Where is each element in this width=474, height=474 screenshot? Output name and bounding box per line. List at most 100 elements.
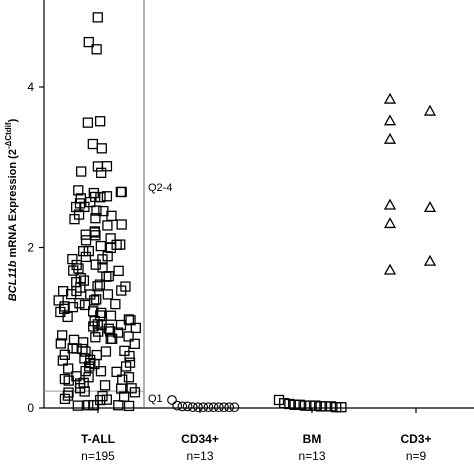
axes (39, 0, 474, 413)
data-point-square (101, 191, 113, 202)
data-point-triangle (383, 198, 397, 210)
data-point-square (95, 366, 107, 377)
data-point-square (80, 251, 92, 263)
q-upper-annotation: Q2-4 (148, 182, 172, 194)
data-point-square (116, 383, 127, 394)
data-point-square (79, 299, 91, 311)
axis-labels: 0 2 4 T-ALL n=195 CD34+ n=13 BM n=13 CD3+ n=9 Q2-4 Q… (4, 80, 432, 463)
data-point-square (90, 230, 101, 241)
data-point-square (78, 246, 89, 257)
data-point-circle (187, 402, 198, 413)
data-point-square (310, 400, 321, 411)
data-point-square (115, 239, 126, 250)
data-point-square (123, 331, 134, 342)
data-point-square (57, 355, 68, 366)
data-point-square (95, 240, 106, 252)
data-point-square (72, 400, 83, 411)
data-point-circle (208, 402, 219, 413)
data-point-square (96, 307, 107, 319)
data-points (53, 12, 437, 413)
data-point-square (97, 254, 108, 265)
data-point-circle (198, 402, 209, 413)
data-point-square (116, 219, 127, 230)
data-point-square (94, 116, 106, 127)
data-point-circle (203, 402, 214, 413)
data-point-square (56, 330, 68, 341)
x-category-label: CD34+ (181, 432, 219, 446)
data-point-square (111, 366, 122, 378)
data-point-triangle (383, 92, 397, 104)
data-point-square (80, 229, 91, 240)
data-point-square (336, 402, 347, 413)
y-axis-superscript: -ΔCtdif (4, 122, 13, 149)
y-tick-label: 4 (27, 80, 34, 94)
data-point-square (105, 233, 116, 244)
data-point-square (101, 161, 113, 172)
data-point-square (289, 399, 300, 410)
y-axis-title: BCL11b mRNA Expression (2-ΔCtdif) (4, 118, 19, 301)
data-point-square (95, 192, 106, 203)
data-point-square (83, 245, 94, 257)
data-point-square (73, 185, 84, 196)
data-point-triangle (383, 114, 397, 126)
data-point-square (92, 12, 103, 23)
data-point-square (68, 334, 80, 346)
x-category-label: T-ALL (81, 432, 115, 446)
data-point-circle (167, 395, 177, 405)
data-point-square (130, 322, 141, 334)
data-point-square (59, 349, 70, 360)
data-point-square (105, 310, 117, 321)
data-point-square (59, 393, 71, 405)
data-point-square (70, 201, 82, 213)
y-tick-label: 0 (27, 401, 34, 415)
y-axis-unit-text: mRNA Expression (2 (7, 149, 19, 257)
data-point-square (67, 301, 79, 313)
data-point-square (116, 285, 127, 296)
data-point-square (91, 294, 102, 305)
data-point-square (82, 117, 94, 128)
data-point-square (99, 380, 111, 391)
data-point-triangle (423, 201, 437, 213)
data-point-square (305, 400, 316, 411)
data-point-square (299, 400, 311, 411)
data-point-square (76, 166, 87, 177)
data-point-square (124, 350, 135, 362)
y-tick-label: 2 (27, 241, 34, 255)
data-point-square (113, 400, 124, 411)
data-point-square (315, 401, 326, 412)
data-point-square (115, 319, 127, 331)
data-point-square (123, 314, 135, 325)
data-point-square (102, 289, 114, 300)
data-point-square (325, 401, 337, 412)
x-category-label: CD3+ (400, 432, 431, 446)
data-point-square (63, 375, 74, 386)
data-point-square (103, 271, 114, 282)
data-point-square (120, 361, 132, 372)
data-point-triangle (383, 263, 397, 275)
data-point-square (80, 235, 92, 246)
data-point-square (112, 327, 124, 338)
data-point-square (331, 402, 342, 413)
data-point-circle (224, 402, 235, 413)
data-point-square (87, 138, 98, 150)
data-point-square (90, 332, 101, 343)
data-point-square (63, 387, 74, 398)
data-point-square (123, 372, 135, 383)
data-point-square (88, 400, 99, 411)
data-point-square (101, 271, 112, 282)
data-point-square (90, 213, 101, 224)
data-point-circle (193, 402, 203, 413)
data-point-circle (219, 402, 229, 413)
data-point-square (100, 346, 112, 357)
data-point-square (294, 399, 305, 410)
data-point-square (129, 387, 141, 398)
data-point-square (107, 333, 118, 344)
x-category-count: n=195 (81, 449, 115, 463)
data-point-square (80, 365, 91, 377)
data-point-square (110, 298, 121, 310)
data-point-triangle (423, 104, 437, 116)
data-point-square (92, 281, 103, 292)
data-point-square (111, 239, 122, 251)
data-point-square (71, 259, 82, 271)
